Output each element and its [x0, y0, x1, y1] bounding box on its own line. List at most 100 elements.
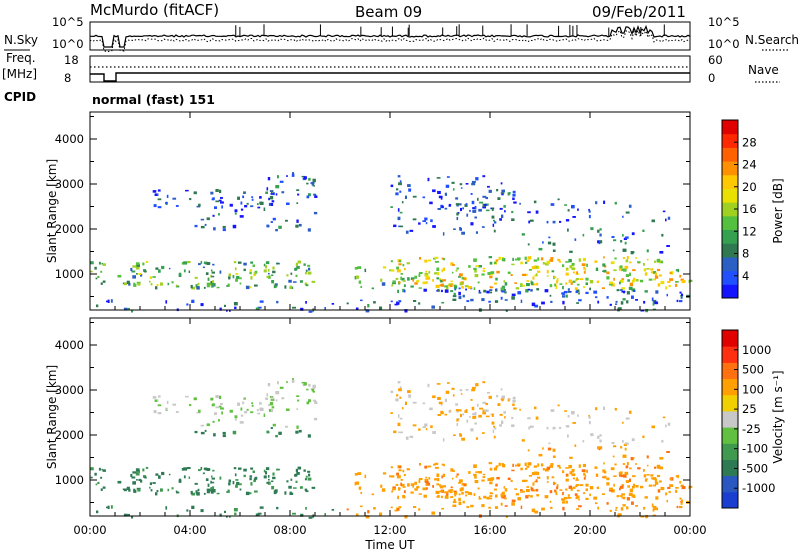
power-cell — [237, 196, 240, 200]
velocity-cell — [397, 422, 401, 427]
velocity-cell — [481, 504, 485, 508]
power-cell — [504, 291, 507, 294]
velocity-cell — [398, 506, 402, 509]
velocity-cell — [268, 478, 270, 481]
velocity-cell — [569, 471, 573, 475]
velocity-cell — [265, 471, 267, 475]
velocity-cell — [175, 490, 178, 493]
velocity-cell — [556, 484, 559, 488]
power-cell — [451, 271, 454, 274]
velocity-cell — [677, 474, 680, 479]
power-cell — [564, 204, 568, 206]
power-cell — [290, 272, 293, 275]
velocity-cell — [212, 403, 215, 406]
velocity-cell — [102, 469, 106, 472]
velocity-cell — [474, 480, 479, 484]
power-cell — [424, 259, 428, 263]
velocity-cell — [620, 507, 624, 511]
power-cell — [403, 289, 406, 293]
power-cell — [508, 192, 511, 195]
power-cell — [425, 281, 428, 284]
power-cell — [212, 280, 215, 284]
colorbar-swatch — [722, 174, 738, 189]
velocity-cell — [597, 435, 600, 439]
velocity-cell — [210, 487, 213, 491]
velocity-cell — [488, 395, 492, 399]
power-cell — [313, 193, 317, 196]
velocity-cell — [565, 467, 569, 469]
colorbar-tick-label: 12 — [742, 224, 757, 238]
velocity-cell — [584, 474, 587, 478]
power-cell — [138, 272, 142, 275]
power-cell — [493, 261, 497, 264]
velocity-cell — [167, 488, 170, 492]
colorbar-swatch — [722, 133, 738, 148]
power-cell — [266, 275, 269, 278]
power-cell — [444, 207, 448, 210]
power-cell — [425, 277, 428, 280]
velocity-cell — [191, 492, 195, 496]
power-cell — [559, 283, 563, 285]
power-cell — [354, 267, 358, 270]
power-cell — [410, 285, 414, 288]
power-cell — [464, 277, 467, 280]
power-cell — [152, 276, 156, 278]
power-cell — [599, 233, 602, 237]
power-cell — [272, 266, 275, 270]
power-cell — [489, 275, 493, 279]
power-cell — [101, 262, 103, 265]
power-cell — [471, 200, 475, 205]
velocity-cell — [437, 494, 440, 498]
power-cell — [461, 231, 465, 235]
colorbar-swatch — [722, 202, 738, 217]
power-cell — [100, 270, 103, 273]
power-cell — [130, 267, 133, 271]
velocity-cell — [168, 473, 171, 476]
velocity-cell — [522, 490, 525, 493]
velocity-cell — [189, 404, 192, 407]
power-cell — [536, 288, 540, 291]
velocity-cell — [307, 477, 312, 481]
power-cell — [535, 210, 539, 214]
velocity-cell — [477, 403, 479, 407]
velocity-cell — [501, 395, 505, 399]
velocity-cell — [481, 479, 485, 482]
power-cell — [194, 276, 198, 279]
power-cell — [117, 274, 122, 278]
power-cell — [295, 262, 298, 267]
power-cell — [635, 257, 637, 259]
power-cell — [228, 276, 231, 280]
velocity-cell — [156, 490, 159, 493]
velocity-cell — [507, 477, 511, 480]
power-cell — [436, 267, 440, 271]
velocity-cell — [481, 432, 485, 434]
velocity-cell — [626, 497, 630, 501]
velocity-cell — [493, 488, 497, 491]
power-cell — [236, 275, 240, 280]
power-cell — [482, 203, 486, 207]
power-cell — [133, 282, 136, 285]
power-cell — [620, 301, 624, 305]
power-cell — [215, 189, 219, 192]
velocity-cell — [493, 435, 496, 439]
power-cell — [532, 276, 535, 280]
velocity-cell — [200, 424, 205, 427]
velocity-cell — [461, 492, 464, 495]
velocity-cell — [445, 390, 450, 394]
velocity-cell — [492, 429, 495, 433]
velocity-cell — [589, 486, 594, 490]
power-cell — [396, 188, 399, 191]
velocity-cell — [306, 388, 309, 391]
velocity-cell — [458, 479, 463, 483]
velocity-cell — [569, 456, 573, 459]
velocity-cell — [487, 391, 490, 394]
velocity-cell — [263, 475, 267, 479]
velocity-cell — [471, 386, 476, 389]
velocity-cell — [643, 469, 645, 472]
power-cell — [397, 175, 401, 178]
power-cell — [662, 210, 666, 213]
power-cell — [482, 267, 486, 270]
velocity-cell — [632, 457, 635, 459]
power-cell — [251, 196, 254, 198]
power-cell — [220, 197, 223, 199]
